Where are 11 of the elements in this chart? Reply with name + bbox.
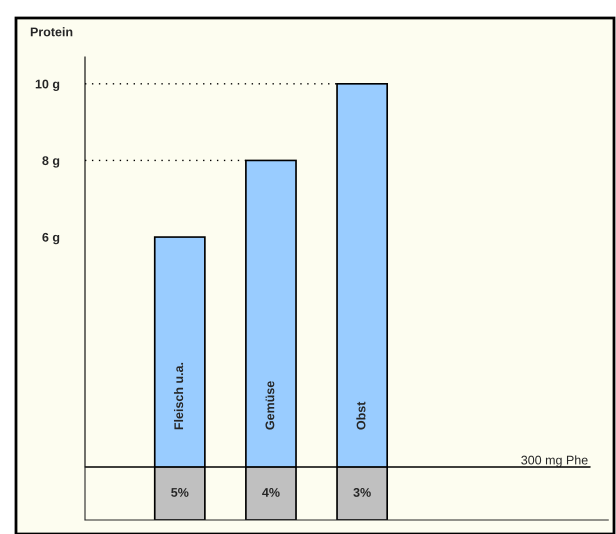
- x-tick-label: Gemüse: [265, 381, 274, 430]
- x-tick-label: Fleisch u.a.: [174, 362, 184, 430]
- y-tick-label: 6 g: [42, 232, 60, 244]
- ref-line-label: 300 mg Phe: [521, 455, 588, 467]
- y-tick-label: 10 g: [36, 80, 60, 91]
- text: 4%: [262, 488, 280, 497]
- text: 5%: [171, 488, 189, 497]
- y-axis-title: Protein: [30, 27, 72, 36]
- x-tick-label: Obst: [356, 402, 366, 430]
- text: 3%: [353, 488, 371, 497]
- y-tick-label: 8 g: [42, 156, 60, 168]
